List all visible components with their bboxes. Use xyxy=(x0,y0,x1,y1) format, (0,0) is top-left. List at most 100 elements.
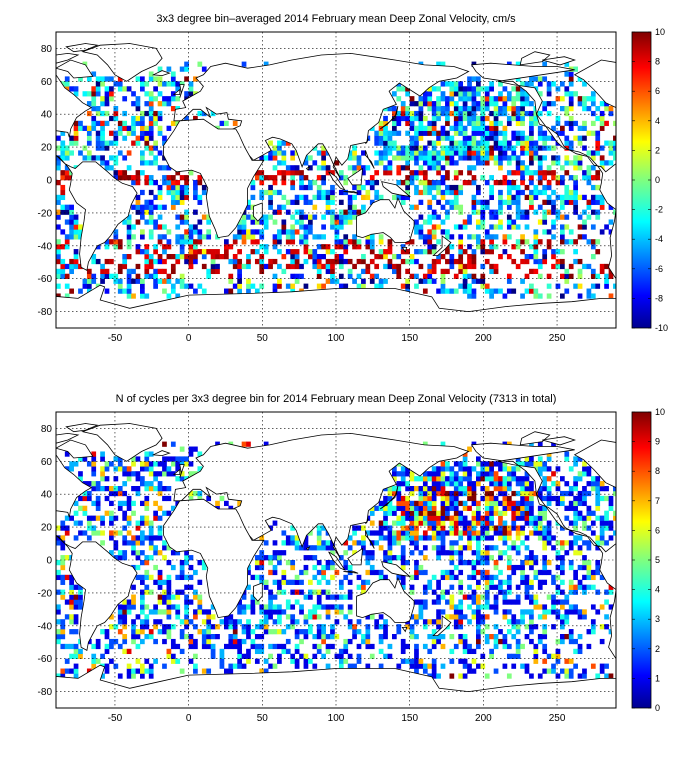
data-cell xyxy=(582,584,587,590)
data-cell xyxy=(285,229,291,235)
data-cell xyxy=(511,540,517,546)
data-cell xyxy=(166,81,172,87)
data-cell xyxy=(400,530,406,536)
x-tick-label: 50 xyxy=(257,333,269,344)
data-cell xyxy=(148,634,154,640)
data-cell xyxy=(148,160,154,166)
data-cell xyxy=(378,155,384,161)
data-cell xyxy=(316,258,322,265)
data-cell xyxy=(484,234,490,240)
data-cell xyxy=(316,530,322,536)
data-cell xyxy=(409,520,415,526)
data-cell xyxy=(467,145,472,151)
data-cell xyxy=(520,461,525,467)
data-cell xyxy=(537,584,543,590)
data-cell xyxy=(312,643,318,650)
data-cell xyxy=(60,170,66,176)
data-cell xyxy=(604,486,609,492)
data-cell xyxy=(467,490,472,497)
data-cell xyxy=(498,510,503,516)
data-cell xyxy=(551,579,556,585)
data-cell xyxy=(338,648,344,655)
data-cell xyxy=(546,530,552,536)
data-cell xyxy=(476,643,481,650)
data-cell xyxy=(316,234,322,240)
data-cell xyxy=(604,525,609,531)
data-cell xyxy=(197,629,203,635)
data-cell xyxy=(418,106,424,112)
data-cell xyxy=(246,258,251,265)
data-cell xyxy=(131,461,136,467)
data-cell xyxy=(316,194,322,201)
data-cell xyxy=(498,525,503,531)
data-cell xyxy=(232,120,238,127)
data-cell xyxy=(453,471,459,477)
data-cell xyxy=(396,500,402,507)
data-cell xyxy=(431,263,437,270)
data-cell xyxy=(126,599,132,605)
data-cell xyxy=(140,229,145,235)
data-cell xyxy=(175,86,181,92)
data-cell xyxy=(144,199,150,205)
data-cell xyxy=(577,214,583,220)
data-cell xyxy=(175,258,181,265)
data-cell xyxy=(179,461,185,467)
data-cell xyxy=(462,663,468,669)
data-cell xyxy=(56,239,61,245)
data-cell xyxy=(352,634,357,640)
data-cell xyxy=(290,165,296,171)
data-cell xyxy=(484,471,490,477)
data-cell xyxy=(400,535,406,541)
data-cell xyxy=(73,643,79,650)
data-cell xyxy=(405,184,410,191)
data-cell xyxy=(573,155,578,161)
data-cell xyxy=(166,653,172,659)
data-cell xyxy=(365,530,371,536)
data-cell xyxy=(166,624,172,630)
data-cell xyxy=(378,120,384,127)
data-cell xyxy=(197,234,203,240)
data-cell xyxy=(462,490,468,497)
data-cell xyxy=(555,550,561,556)
data-cell xyxy=(445,574,450,581)
data-cell xyxy=(369,564,375,571)
data-cell xyxy=(489,268,494,275)
data-cell xyxy=(259,194,265,201)
data-cell xyxy=(299,180,304,186)
data-cell xyxy=(316,283,322,289)
data-cell xyxy=(122,624,128,630)
data-cell xyxy=(467,219,472,225)
data-cell xyxy=(188,258,194,265)
data-cell xyxy=(100,155,105,161)
data-cell xyxy=(117,239,123,245)
data-cell xyxy=(148,258,154,265)
data-cell xyxy=(56,160,61,166)
data-cell xyxy=(131,268,136,275)
data-cell xyxy=(422,150,428,156)
data-cell xyxy=(462,456,468,462)
data-cell xyxy=(599,229,605,235)
data-cell xyxy=(285,283,291,289)
data-cell xyxy=(117,555,123,561)
data-cell xyxy=(153,258,158,265)
data-cell xyxy=(586,569,592,576)
data-cell xyxy=(175,476,181,482)
data-cell xyxy=(564,239,570,245)
data-cell xyxy=(489,249,494,255)
data-cell xyxy=(476,619,481,625)
data-cell xyxy=(462,155,468,161)
data-cell xyxy=(493,288,499,294)
data-cell xyxy=(484,145,490,151)
data-cell xyxy=(515,653,521,659)
data-cell xyxy=(524,101,530,107)
data-cell xyxy=(64,643,70,650)
data-cell xyxy=(352,244,357,250)
data-cell xyxy=(157,101,163,107)
data-cell xyxy=(69,653,74,659)
data-cell xyxy=(467,234,472,240)
data-cell xyxy=(568,673,574,679)
data-cell xyxy=(409,614,415,620)
data-cell xyxy=(254,560,260,566)
data-cell xyxy=(502,530,508,536)
